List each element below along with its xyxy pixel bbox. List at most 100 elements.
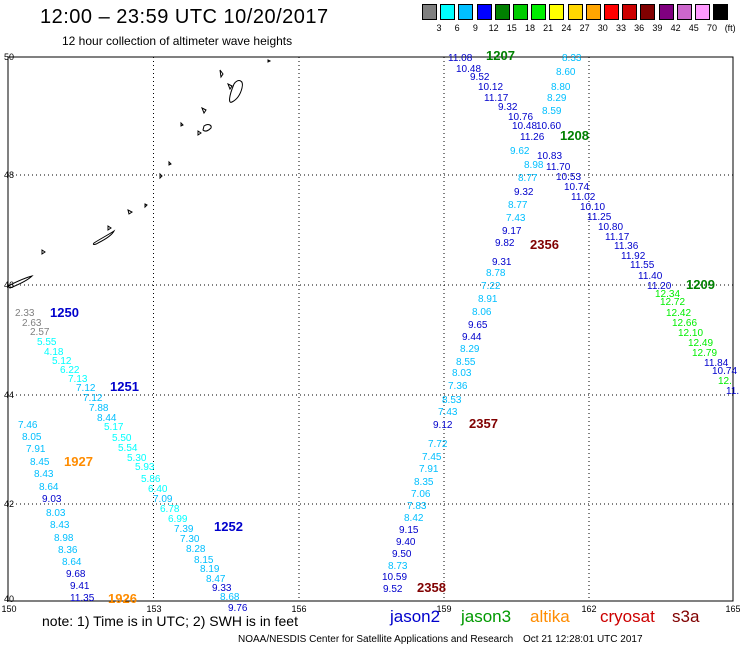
wave-height-value: 8.19 xyxy=(200,564,220,575)
wave-height-value: 8.77 xyxy=(518,173,538,184)
wave-height-value: 11. xyxy=(726,386,739,397)
wave-height-value: 8.53 xyxy=(442,395,462,406)
latitude-tick: 50 xyxy=(4,52,14,62)
latitude-tick: 44 xyxy=(4,390,14,400)
wave-height-value: 8.03 xyxy=(46,508,66,519)
wave-height-value: 12.10 xyxy=(678,328,703,339)
legend-label: 15 xyxy=(506,23,517,33)
wave-height-value: 6.78 xyxy=(160,504,180,515)
legend-label: 21 xyxy=(543,23,554,33)
wave-height-value: 8.42 xyxy=(404,513,424,524)
legend-label: 45 xyxy=(688,23,699,33)
latitude-tick: 40 xyxy=(4,594,14,604)
wave-height-value: 8.98 xyxy=(524,160,544,171)
wave-height-value: 5.86 xyxy=(141,474,161,485)
wave-height-value: 9.32 xyxy=(498,102,518,113)
wave-height-value: 4.18 xyxy=(44,347,64,358)
longitude-tick: 153 xyxy=(146,604,161,614)
wave-height-value: 10.53 xyxy=(556,172,581,183)
wave-height-value: 7.13 xyxy=(68,374,88,385)
coastline-islands xyxy=(7,59,272,289)
wave-height-value: 7.72 xyxy=(428,439,448,450)
wave-height-value: 9.15 xyxy=(399,525,419,536)
wave-height-value: 11.55 xyxy=(630,260,655,271)
wave-height-value: 7.22 xyxy=(481,281,501,292)
wave-height-value: 10.80 xyxy=(598,222,623,233)
wave-height-value: 8.33 xyxy=(562,53,582,64)
wave-height-value: 8.43 xyxy=(50,520,70,531)
legend-swatch xyxy=(567,4,583,20)
legend-swatch xyxy=(713,4,729,20)
wave-height-value: 6.99 xyxy=(168,514,188,525)
wave-height-value: 2.57 xyxy=(30,327,50,338)
wave-height-value: 12.66 xyxy=(672,318,697,329)
track-time-label: 2356 xyxy=(530,237,559,252)
wave-height-value: 10.48 xyxy=(512,121,537,132)
longitude-tick-labels: 150 153 156 159 162 165 xyxy=(1,604,740,614)
wave-height-value: 6.40 xyxy=(148,484,168,495)
wave-height-value: 9.17 xyxy=(502,226,522,237)
wave-height-value: 9.31 xyxy=(492,257,512,268)
legend-label: 12 xyxy=(488,23,499,33)
wave-height-value: 7.09 xyxy=(153,494,173,505)
legend-label: 70 xyxy=(706,23,717,33)
wave-height-value: 7.39 xyxy=(174,524,194,535)
legend-label: 6 xyxy=(454,23,460,33)
legend-swatch xyxy=(458,4,474,20)
wave-height-value: 10.76 xyxy=(508,112,533,123)
wave-height-value: 7.91 xyxy=(26,444,46,455)
track-time-label: 1208 xyxy=(560,128,589,143)
legend-swatch xyxy=(604,4,619,20)
footnote: note: 1) Time is in UTC; 2) SWH is in fe… xyxy=(42,613,298,629)
wave-height-value: 11.02 xyxy=(571,192,596,203)
wave-height-value: 10.74 xyxy=(712,366,737,377)
longitude-tick: 162 xyxy=(581,604,596,614)
legend-label: 24 xyxy=(561,23,572,33)
wave-height-value: 9.32 xyxy=(514,187,534,198)
legend-swatch xyxy=(549,4,565,20)
wave-height-value: 9.44 xyxy=(462,332,482,343)
wave-height-value: 8.78 xyxy=(486,268,506,279)
track-time-label: 1250 xyxy=(50,305,79,320)
wave-height-value: 6.22 xyxy=(60,365,80,376)
legend-label: 3 xyxy=(436,23,442,33)
wave-height-value: 5.55 xyxy=(37,337,57,348)
wave-height-value: 10.48 xyxy=(456,64,481,75)
satellite-cryosat: cryosat xyxy=(600,607,655,626)
lat-lon-grid xyxy=(8,57,733,601)
track-time-label: 1209 xyxy=(686,277,715,292)
wave-height-value: 9.52 xyxy=(470,72,490,83)
legend-label: 9 xyxy=(472,23,478,33)
wave-height-value: 9.03 xyxy=(42,494,62,505)
legend-swatch xyxy=(658,4,674,20)
wave-height-value: 9.40 xyxy=(396,537,416,548)
wave-height-value: 8.64 xyxy=(62,557,82,568)
wave-height-value: 11.70 xyxy=(546,162,571,173)
wave-height-value: 12.42 xyxy=(666,308,691,319)
wave-height-value: 10.74 xyxy=(564,182,589,193)
wave-height-value: 7.45 xyxy=(422,452,442,463)
wave-height-value: 11.17 xyxy=(484,93,509,104)
legend-swatch xyxy=(494,4,510,20)
wave-height-value: 12.34 xyxy=(655,289,680,300)
legend-label: (ft) xyxy=(724,23,736,33)
wave-height-value: 5.54 xyxy=(118,443,138,454)
wave-height-value: 12. xyxy=(718,376,732,387)
wave-height-value: 8.55 xyxy=(456,357,476,368)
wave-height-value: 8.91 xyxy=(478,294,498,305)
legend-swatch xyxy=(622,4,638,20)
satellite-altika: altika xyxy=(530,607,570,626)
legend-label: 27 xyxy=(579,23,590,33)
track-time-label: 2357 xyxy=(469,416,498,431)
wave-height-value: 8.15 xyxy=(194,555,214,566)
map-title: 12:00 – 23:59 UTC 10/20/2017 xyxy=(40,6,329,28)
legend-swatch xyxy=(422,4,437,20)
wave-height-value: 11.26 xyxy=(520,132,545,143)
wave-height-value: 12.79 xyxy=(692,348,717,359)
legend-swatch xyxy=(676,4,692,20)
wave-height-value: 2.63 xyxy=(22,318,42,329)
legend-label: 33 xyxy=(615,23,626,33)
legend-label: 18 xyxy=(524,23,535,33)
wave-height-value: 8.44 xyxy=(97,413,117,424)
wave-height-value: 9.62 xyxy=(510,146,530,157)
